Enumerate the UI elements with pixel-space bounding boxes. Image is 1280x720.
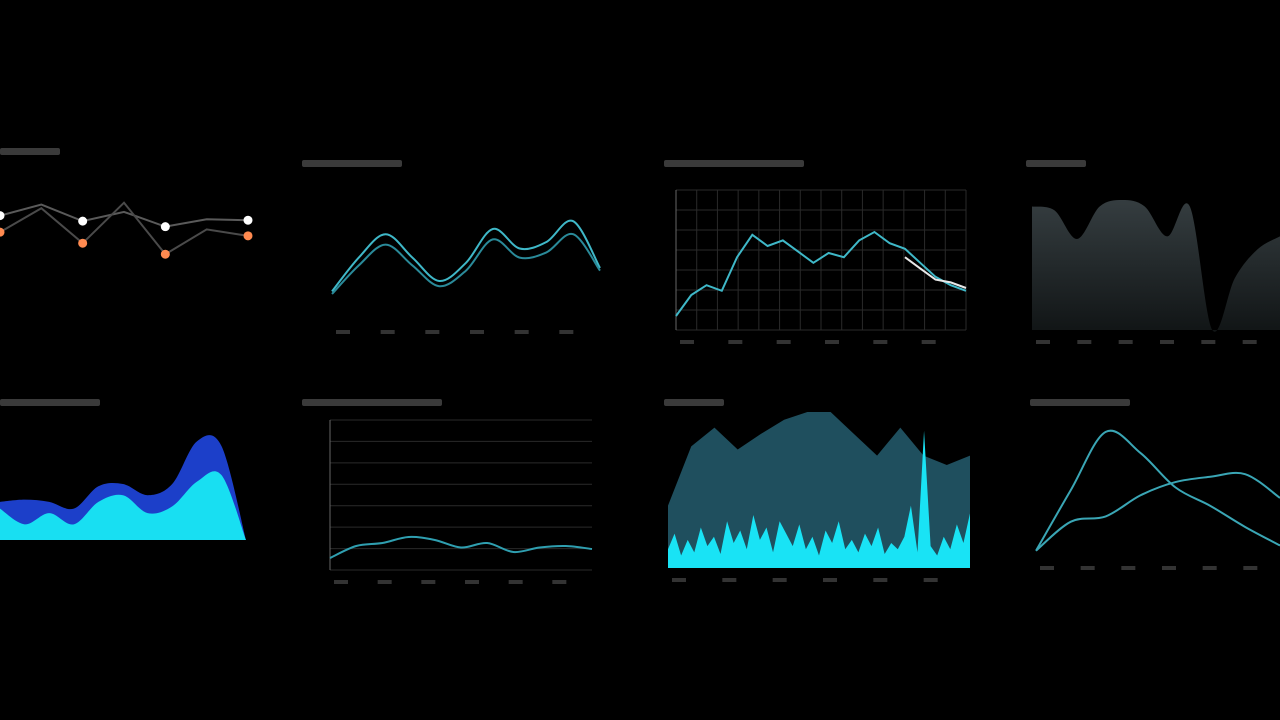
chart-panel (1026, 160, 1280, 344)
tick-smudge (873, 578, 888, 582)
point (160, 222, 170, 232)
tick-smudge (470, 330, 484, 334)
tick-smudge (825, 340, 839, 344)
title-smudge (1030, 399, 1130, 406)
tick-smudge (1160, 340, 1174, 344)
tick-smudge (776, 340, 791, 344)
area (668, 412, 970, 568)
area (668, 430, 970, 568)
tick-smudge (921, 340, 936, 344)
title-smudge (664, 399, 724, 406)
tick-smudge (772, 578, 787, 582)
tick-smudge (421, 580, 436, 584)
chart-panel (302, 399, 593, 584)
tick-smudge (377, 580, 392, 584)
tick-smudge (672, 578, 686, 582)
tick-smudge (336, 330, 350, 334)
tick-smudge (1202, 566, 1217, 570)
line (331, 219, 601, 293)
tick-smudge (380, 330, 395, 334)
area (1032, 200, 1280, 332)
tick-smudge (728, 340, 743, 344)
tick-smudge (552, 580, 567, 584)
tick-smudge (1201, 340, 1216, 344)
line (1035, 471, 1280, 552)
point (243, 215, 253, 225)
chart-panel (0, 399, 246, 540)
point (243, 231, 253, 241)
tick-smudge (680, 340, 694, 344)
line (0, 201, 249, 256)
tick-smudge (1118, 340, 1133, 344)
tick-smudge (1242, 340, 1257, 344)
point (78, 216, 88, 226)
tick-smudge (873, 340, 888, 344)
title-smudge (0, 399, 100, 406)
line (1035, 429, 1280, 552)
title-smudge (664, 160, 804, 167)
tick-smudge (722, 578, 737, 582)
tick-smudge (1080, 566, 1095, 570)
chart-panel (1030, 399, 1280, 570)
chart-panel (0, 148, 253, 259)
tick-smudge (514, 330, 529, 334)
tick-smudge (425, 330, 440, 334)
chart-panel (664, 399, 970, 582)
line (0, 203, 249, 228)
tick-smudge (1036, 340, 1050, 344)
tick-smudge (508, 580, 523, 584)
tick-smudge (923, 578, 938, 582)
tick-smudge (1121, 566, 1136, 570)
line (329, 535, 593, 559)
line (331, 232, 601, 295)
tick-smudge (465, 580, 479, 584)
tick-smudge (1243, 566, 1258, 570)
tick-smudge (559, 330, 574, 334)
title-smudge (1026, 160, 1086, 167)
title-smudge (302, 399, 442, 406)
line (675, 230, 967, 317)
tick-smudge (1040, 566, 1054, 570)
point (78, 238, 88, 248)
tick-smudge (1162, 566, 1176, 570)
point (0, 227, 5, 237)
line (904, 256, 967, 289)
title-smudge (0, 148, 60, 155)
tick-smudge (334, 580, 348, 584)
point (0, 211, 5, 221)
chart-panel (302, 160, 601, 334)
tick-smudge (823, 578, 837, 582)
chart-panel (664, 160, 967, 344)
point (160, 249, 170, 259)
area (0, 471, 246, 540)
tick-smudge (1077, 340, 1092, 344)
title-smudge (302, 160, 402, 167)
